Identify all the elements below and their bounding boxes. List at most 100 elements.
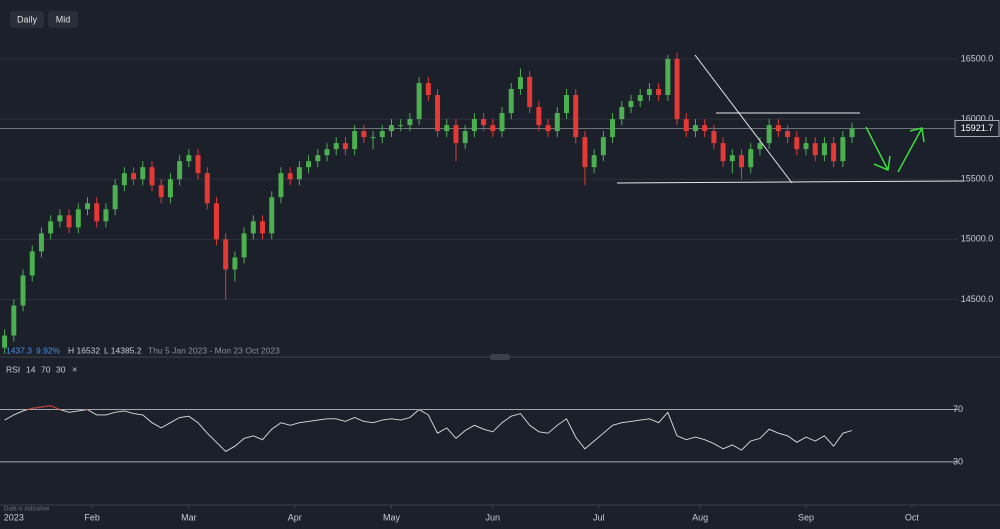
info-text: 9.92%	[36, 345, 61, 355]
candle-body	[573, 95, 579, 138]
candle-body	[517, 76, 523, 90]
rsi-label: RSI	[6, 364, 20, 374]
interval-button-label[interactable]: Mid	[56, 14, 71, 24]
candle-body	[213, 203, 219, 240]
candle-body	[610, 119, 616, 138]
candle-body	[729, 155, 735, 162]
candle-body	[536, 107, 542, 126]
candle-body	[499, 113, 505, 132]
pane-handle[interactable]	[490, 354, 510, 360]
candle-body	[186, 155, 192, 162]
candle-body	[794, 137, 800, 150]
candle-body	[260, 221, 266, 234]
candle-body	[692, 125, 698, 132]
candle-body	[757, 143, 763, 150]
candle-body	[812, 143, 818, 156]
candle-body	[637, 95, 643, 102]
x-tick-label: Sep	[798, 512, 814, 522]
candle-body	[333, 143, 339, 150]
price-pane: 14500.0 15000.0 15500.0 16000.0 16500.0 2023 F…	[0, 52, 1000, 522]
rsi-param: 14	[26, 364, 36, 374]
candle-body	[425, 82, 431, 96]
drawings	[616, 54, 964, 184]
candle-body	[379, 131, 385, 138]
interval-button[interactable]	[48, 11, 78, 28]
candle-body	[112, 185, 118, 210]
candle-body	[785, 131, 791, 138]
candle-body	[554, 113, 560, 132]
interval-buttons: Daily Mid	[10, 11, 78, 28]
rsi-tick-label: 70	[953, 404, 963, 414]
trend-line	[694, 54, 793, 184]
candle-body	[167, 179, 173, 198]
y-tick-label: 14500.0	[961, 294, 994, 304]
candle-body	[739, 155, 745, 168]
candle-body	[296, 167, 302, 180]
candle-body	[591, 155, 597, 168]
candle-body	[2, 335, 8, 348]
rsi-param: 70	[41, 364, 51, 374]
candle-body	[628, 101, 634, 108]
info-text: 1437.3	[6, 345, 32, 355]
candle-body	[315, 155, 321, 162]
y-tick-label: 16000.0	[961, 113, 994, 123]
candle-body	[158, 185, 164, 198]
candle-body	[711, 131, 717, 144]
arrow-down	[865, 126, 889, 171]
candle-body	[444, 125, 450, 132]
info-text: Thu 5 Jan 2023 - Mon 23 Oct 2023	[148, 345, 280, 355]
footnote: Data is indicative	[4, 507, 50, 513]
candle-body	[361, 131, 367, 138]
candle-body	[490, 125, 496, 132]
y-tick-label: 15500.0	[961, 174, 994, 184]
candle-body	[278, 173, 284, 198]
candle-body	[398, 125, 404, 127]
candle-body	[103, 209, 109, 222]
candle-body	[241, 233, 247, 258]
last-price-label: 15921.7	[961, 123, 994, 133]
candle-body	[48, 221, 54, 234]
candle-body	[582, 137, 588, 168]
candle-body	[481, 119, 487, 126]
y-tick-label: 16500.0	[961, 53, 994, 63]
candle-body	[20, 275, 26, 306]
candle-body	[508, 89, 514, 114]
interval-button-label[interactable]: Daily	[17, 14, 38, 24]
candle-body	[407, 119, 413, 126]
last-price-box	[954, 120, 1000, 137]
candle-body	[232, 257, 238, 270]
candle-body	[306, 161, 312, 168]
candle-body	[223, 239, 229, 270]
candle-body	[352, 131, 358, 150]
candle-body	[831, 143, 837, 162]
candle-body	[619, 107, 625, 120]
candle-body	[370, 137, 376, 139]
candle-body	[545, 125, 551, 132]
x-tick-label: Aug	[692, 512, 708, 522]
interval-button[interactable]	[10, 11, 44, 28]
candle-body	[57, 215, 63, 222]
arrow-head	[909, 127, 925, 143]
arrow-head	[873, 155, 891, 172]
candle-body	[775, 125, 781, 132]
candle-body	[140, 167, 146, 180]
candle-body	[748, 149, 754, 168]
candle-body	[453, 125, 459, 144]
rsi-close[interactable]: ×	[72, 364, 77, 374]
candle-body	[821, 143, 827, 156]
info-text: L 14385.2	[104, 345, 142, 355]
rsi-pane: RSI 14 70 30 × 30 70	[0, 364, 963, 466]
candle-body	[38, 233, 44, 252]
candle-body	[131, 173, 137, 180]
support-line	[616, 180, 964, 184]
candle-body	[665, 58, 671, 96]
candle-body	[195, 155, 201, 174]
candle-body	[471, 119, 477, 132]
candle-body	[66, 215, 72, 228]
rsi-tick-label: 30	[953, 456, 963, 466]
candle-body	[646, 89, 652, 96]
x-tick-label: Feb	[84, 512, 100, 522]
x-tick-label: Oct	[905, 512, 920, 522]
